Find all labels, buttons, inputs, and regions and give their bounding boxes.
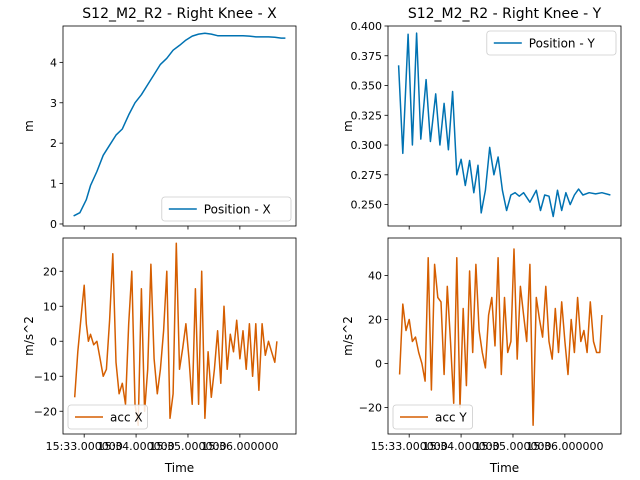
y-tick-label: 20 [43,265,57,278]
x-axis-label: Time [489,461,519,475]
y-tick-label: 4 [50,56,57,69]
axes-frame [62,25,297,227]
x-tick-label: 15:33.000000 [46,440,123,453]
legend-box [161,196,292,222]
x-tick-label: 15:36.000000 [526,440,603,453]
x-axis-label: Time [164,461,194,475]
x-tick-label: 15:33.000000 [371,440,448,453]
chart-title: S12_M2_R2 - Right Knee - X [82,6,277,22]
x-tick-label: 15:36.000000 [201,440,278,453]
y-tick-label: 0.300 [351,139,383,152]
chart-title: S12_M2_R2 - Right Knee - Y [408,6,602,22]
legend: acc X [67,404,148,430]
y-axis-label: m/s^2 [22,316,36,356]
axes-frame [62,237,297,435]
y-tick-label: 20 [368,313,382,326]
x-tick-label: 15:34.000000 [97,440,174,453]
y-tick-label: 0.375 [351,50,383,63]
y-tick-label: 1 [50,178,57,191]
x-tick-label: 15:35.000000 [149,440,226,453]
y-tick-label: 10 [43,300,57,313]
y-tick-label: 0.250 [351,199,383,212]
y-tick-label: 2 [50,137,57,150]
legend: Position - X [161,196,292,222]
chart-panel-2: 0.250 0.275 0.300 0.325 0.350 0.375 0.400 S12_M… [341,6,622,230]
y-axis-label: m [22,120,36,132]
legend-label: Position - Y [529,37,596,51]
y-tick-label: 3 [50,97,57,110]
legend-label: acc Y [435,411,467,425]
series-line-acc-x [73,242,278,427]
chart-panel-3: −20 −10 0 10 20 15:33.00000015:34.00000015:35… [22,237,297,475]
legend-box [486,30,617,56]
chart-panel-1: 0 1 2 3 4 S12_M2_R2 - Right Knee - X m Position… [22,6,297,231]
legend-box [67,404,148,430]
y-axis-label: m [341,120,355,132]
y-tick-label: 40 [368,269,382,282]
x-tick-label: 15:34.000000 [422,440,499,453]
legend-box [392,404,473,430]
y-tick-label: 0.275 [351,169,383,182]
axes-frame [387,237,622,435]
y-tick-label: 0.325 [351,109,383,122]
legend-label: acc X [110,411,143,425]
y-axis-label: m/s^2 [341,316,355,356]
axes-frame [387,25,622,227]
series-line-position-y [397,32,611,218]
chart-panel-4: −20 0 20 40 15:33.00000015:34.00000015:35.00… [341,237,622,475]
series-line-position-x [73,32,286,217]
y-tick-label: 0 [375,358,382,371]
y-tick-label: 0.400 [351,20,383,33]
y-tick-label: 0 [50,335,57,348]
y-tick-label: −10 [34,370,57,383]
y-tick-label: −20 [359,402,382,415]
legend: acc Y [392,404,473,430]
y-tick-label: −20 [34,405,57,418]
x-tick-label: 15:35.000000 [474,440,551,453]
legend-label: Position - X [204,203,271,217]
y-tick-label: 0 [50,218,57,231]
y-tick-label: 0.350 [351,80,383,93]
series-line-acc-y [398,248,603,426]
legend: Position - Y [486,30,617,56]
